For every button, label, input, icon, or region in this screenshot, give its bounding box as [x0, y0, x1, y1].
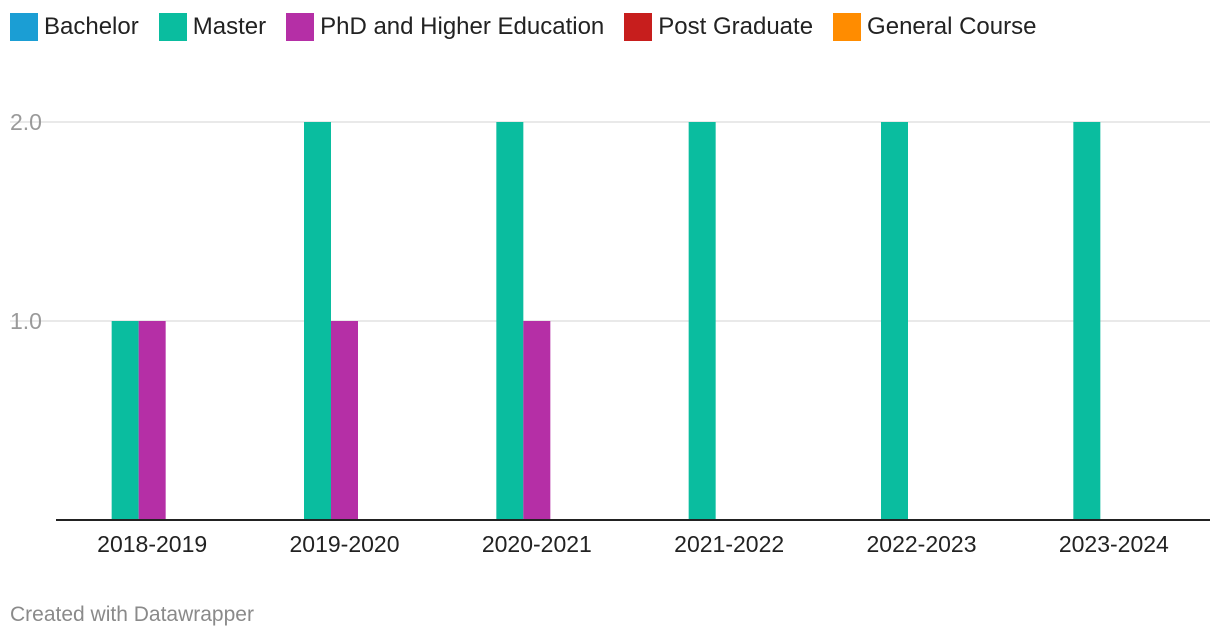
legend-item: PhD and Higher Education	[286, 13, 604, 41]
footer-credit: Created with Datawrapper	[10, 603, 254, 626]
legend-label: PhD and Higher Education	[320, 13, 605, 40]
bar	[523, 321, 551, 520]
legend-item: General Course	[833, 13, 1036, 41]
legend-label: Post Graduate	[658, 13, 814, 40]
bar	[304, 122, 331, 520]
legend-label: Master	[192, 13, 267, 40]
legend-swatch	[624, 13, 653, 41]
bar	[111, 321, 139, 520]
legend-swatch	[10, 13, 38, 41]
x-tick-label: 2023-2024	[1059, 531, 1169, 557]
x-tick-label: 2018-2019	[97, 531, 207, 557]
x-tick-label: 2022-2023	[867, 531, 977, 557]
legend-swatch	[158, 13, 187, 41]
bar	[496, 122, 524, 520]
bar	[881, 122, 908, 520]
bar	[138, 321, 166, 520]
bar-chart: 1.0 2.0 2018-2019 2019-2020 2020-2021 2021-20…	[10, 109, 1210, 557]
x-tick-label: 2019-2020	[290, 531, 400, 557]
chart-legend: Bachelor Master PhD and Higher Education Po…	[10, 10, 1056, 44]
x-tick-label: 2020-2021	[482, 531, 592, 557]
legend-item: Master	[158, 13, 267, 41]
bar	[1073, 122, 1101, 520]
legend-label: General Course	[867, 13, 1037, 40]
legend-item: Bachelor	[10, 13, 139, 41]
legend-swatch	[833, 13, 862, 41]
legend-label: Bachelor	[44, 13, 139, 40]
y-tick-label: 2.0	[10, 109, 42, 135]
legend-item: Post Graduate	[624, 13, 813, 41]
legend-swatch	[286, 13, 315, 41]
y-tick-label: 1.0	[10, 308, 42, 334]
bar	[688, 122, 716, 520]
bar	[331, 321, 358, 520]
x-tick-label: 2021-2022	[674, 531, 784, 557]
